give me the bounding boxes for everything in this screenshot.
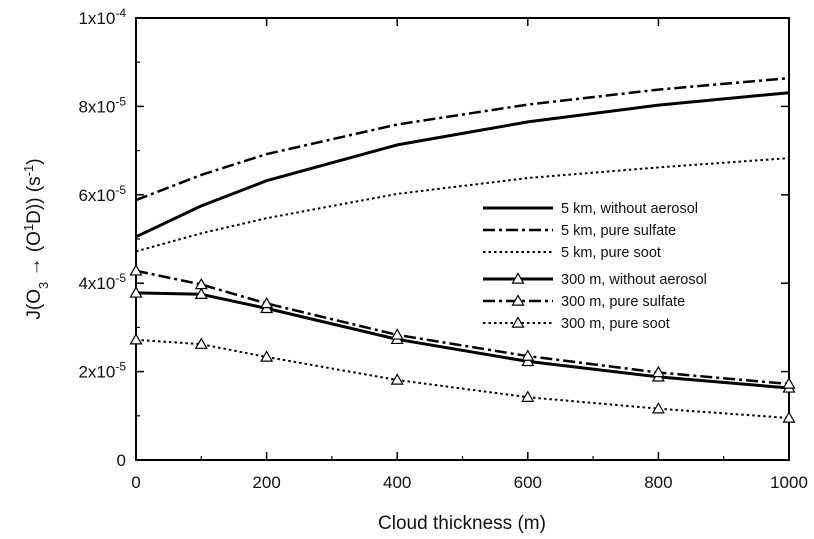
legend-item: 5 km, pure soot — [483, 245, 661, 261]
legend: 5 km, without aerosol 5 km, pure sulfate 5… — [483, 201, 707, 332]
legend-marker — [511, 316, 525, 328]
series-line — [135, 291, 790, 390]
data-point-marker — [782, 377, 796, 389]
data-point-marker — [521, 349, 535, 361]
legend-marker — [511, 294, 525, 306]
x-tick-label: 400 — [383, 473, 411, 492]
y-axis-label: J(O3 → (O1D)) (s-1) — [21, 158, 51, 319]
series-5 — [129, 264, 796, 389]
series-layer — [129, 76, 796, 423]
data-point-marker — [390, 328, 404, 340]
y-tick-label: 1x10-4 — [78, 6, 126, 28]
legend-item: 300 m, pure sulfate — [483, 294, 685, 310]
x-tick-label: 800 — [644, 473, 672, 492]
legend-item: 5 km, without aerosol — [483, 201, 698, 217]
series-line — [135, 157, 790, 253]
legend-marker — [511, 272, 525, 284]
legend-label: 300 m, pure soot — [561, 316, 670, 332]
svg-text:J(O3 → (O1D)) (s-1): J(O3 → (O1D)) (s-1) — [21, 158, 51, 319]
series-line — [135, 76, 790, 202]
x-axis-ticks: 0 200 400 600 800 1000 — [131, 18, 808, 492]
data-point-marker — [129, 286, 143, 298]
x-tick-label: 200 — [252, 473, 280, 492]
y-tick-label: 8x10-5 — [78, 94, 126, 116]
legend-label: 300 m, pure sulfate — [561, 294, 685, 310]
x-tick-label: 600 — [514, 473, 542, 492]
data-point-marker — [260, 296, 274, 309]
data-point-marker — [194, 287, 208, 299]
series-3 — [135, 157, 790, 253]
series-1 — [135, 91, 790, 239]
data-point-marker — [260, 350, 274, 362]
legend-label: 5 km, pure soot — [561, 245, 661, 261]
y-tick-label: 2x10-5 — [78, 360, 126, 382]
data-point-marker — [129, 264, 143, 276]
y-axis-ticks: 0 2x10-5 4x10-5 6x10-5 8x10-5 1x10-4 — [78, 6, 789, 470]
series-line — [135, 91, 790, 239]
x-tick-label: 1000 — [770, 473, 808, 492]
legend-label: 5 km, without aerosol — [561, 201, 698, 217]
data-point-marker — [194, 337, 208, 349]
data-point-marker — [194, 277, 208, 290]
data-point-marker — [651, 402, 665, 414]
data-point-marker — [521, 390, 535, 402]
y-tick-label: 0 — [117, 451, 126, 470]
data-point-marker — [129, 333, 143, 345]
data-point-marker — [782, 411, 796, 423]
legend-label: 5 km, pure sulfate — [561, 223, 676, 239]
legend-label: 300 m, without aerosol — [561, 272, 707, 288]
plot-frame — [135, 17, 790, 461]
series-2 — [135, 76, 790, 202]
x-axis-label: Cloud thickness (m) — [378, 513, 546, 534]
legend-item: 300 m, pure soot — [483, 316, 670, 332]
data-point-marker — [651, 365, 665, 378]
y-tick-label: 4x10-5 — [78, 271, 126, 293]
legend-item: 300 m, without aerosol — [483, 272, 707, 288]
series-6 — [129, 333, 796, 423]
data-point-marker — [390, 373, 404, 385]
y-tick-label: 6x10-5 — [78, 183, 126, 205]
x-tick-label: 0 — [131, 473, 140, 492]
legend-item: 5 km, pure sulfate — [483, 223, 676, 239]
